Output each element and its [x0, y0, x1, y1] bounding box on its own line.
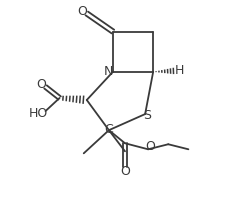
Text: O: O [146, 140, 156, 153]
Text: H: H [175, 64, 184, 77]
Text: S: S [143, 109, 151, 122]
Text: O: O [120, 165, 130, 178]
Text: O: O [36, 78, 46, 91]
Text: O: O [77, 4, 87, 18]
Text: N: N [104, 65, 113, 78]
Text: C: C [104, 123, 113, 136]
Text: HO: HO [29, 107, 48, 120]
